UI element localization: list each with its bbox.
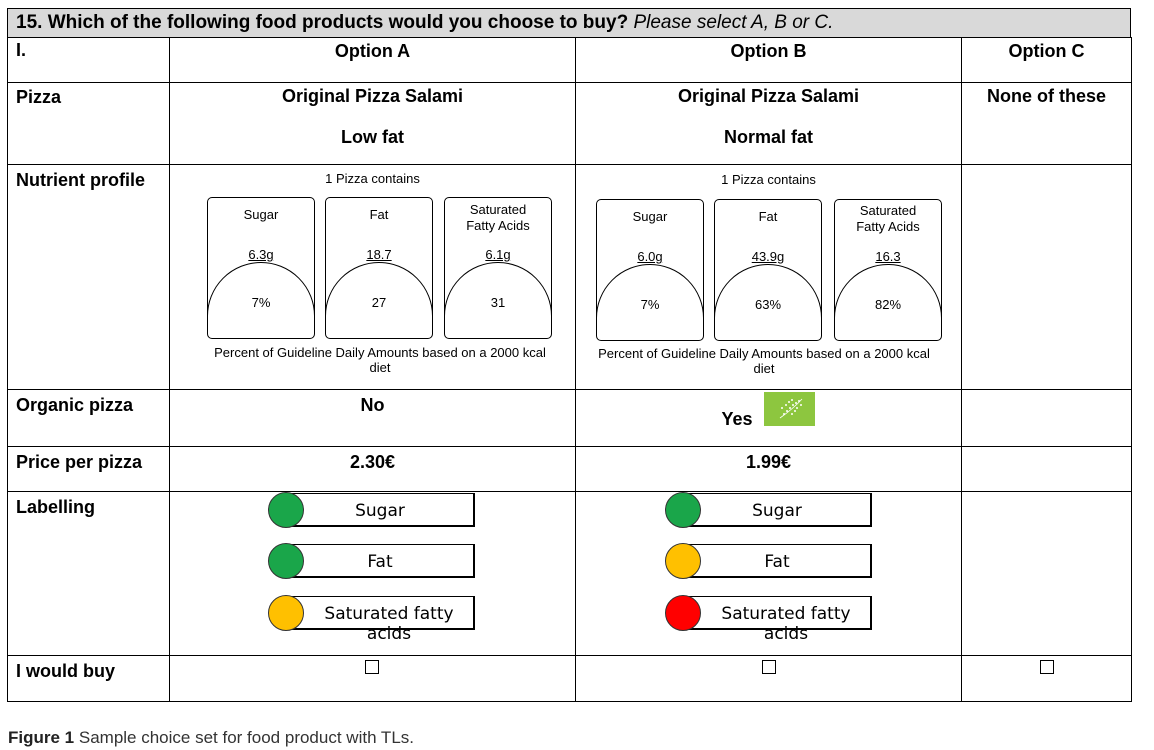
option-a-contains: 1 Pizza contains — [325, 171, 420, 186]
figure-caption: Figure 1 Sample choice set for food prod… — [8, 728, 414, 748]
gda-percent: 82% — [874, 297, 902, 312]
row-label-nutrient-profile: Nutrient profile — [16, 170, 145, 190]
option-b-organic: Yes — [721, 409, 753, 429]
gda-percent: 7% — [251, 295, 271, 310]
option-a-buy-checkbox[interactable] — [365, 660, 379, 674]
traffic-light-text: Saturated fatty acids — [324, 604, 454, 644]
question-instruction: Please select A, B or C. — [633, 12, 834, 33]
row-label-would-buy: I would buy — [16, 661, 115, 681]
option-a-price: 2.30€ — [349, 452, 396, 472]
traffic-light-text: Sugar — [752, 501, 802, 521]
traffic-light-text: Fat — [367, 552, 393, 572]
traffic-light-dot — [268, 492, 304, 528]
traffic-light-label: Sugar — [286, 493, 475, 527]
traffic-light-label: Saturated fatty acids — [683, 596, 872, 644]
option-b-gda-note: Percent of Guideline Daily Amounts based… — [598, 346, 930, 376]
gda-percent: 63% — [754, 297, 782, 312]
question-text: 15. Which of the following food products… — [16, 12, 629, 33]
row-label-labelling: Labelling — [16, 497, 96, 517]
gda-name: Saturated Fatty Acids — [466, 202, 530, 233]
gda-arch — [445, 262, 551, 338]
option-a-gda-fat: Fat 18.7 27 — [325, 197, 433, 339]
option-b-fat-variant: Normal fat — [723, 127, 813, 147]
gda-percent: 7% — [640, 297, 660, 312]
option-a-gda-saturated: Saturated Fatty Acids 6.1g 31 — [444, 197, 552, 339]
eu-organic-leaf-icon — [764, 392, 815, 426]
gda-name: Sugar — [632, 209, 668, 224]
option-b-gda-fat: Fat 43.9g 63% — [714, 199, 822, 341]
option-b-contains: 1 Pizza contains — [721, 172, 816, 187]
figure-label: Figure 1 — [8, 728, 75, 747]
option-a-gda-sugar: Sugar 6.3g 7% — [207, 197, 315, 339]
choice-set-label: I. — [16, 40, 27, 60]
gda-amount: 18.7 — [366, 247, 392, 262]
traffic-light-dot — [268, 543, 304, 579]
option-a-product: Original Pizza Salami — [281, 86, 464, 106]
traffic-light-text: Fat — [764, 552, 790, 572]
traffic-light-label: Fat — [286, 544, 475, 578]
option-c-header: Option C — [1008, 41, 1085, 61]
gda-arch — [715, 264, 821, 340]
gda-amount: 6.1g — [485, 247, 511, 262]
traffic-light-label: Saturated fatty acids — [286, 596, 475, 644]
option-b-product: Original Pizza Salami — [677, 86, 860, 106]
traffic-light-label: Fat — [683, 544, 872, 578]
gda-percent: 31 — [490, 295, 506, 310]
gda-amount: 43.9g — [751, 249, 785, 264]
traffic-light-text: Saturated fatty acids — [721, 604, 851, 644]
gda-name: Saturated Fatty Acids — [856, 203, 920, 234]
traffic-light-dot — [665, 543, 701, 579]
gda-arch — [208, 262, 314, 338]
option-a-fat-variant: Low fat — [341, 127, 404, 147]
traffic-light-dot — [268, 595, 304, 631]
gda-amount: 16.3 — [875, 249, 901, 264]
option-b-gda-saturated: Saturated Fatty Acids 16.3 82% — [834, 199, 942, 341]
gda-arch — [597, 264, 703, 340]
option-a-header: Option A — [334, 41, 411, 61]
option-b-buy-checkbox[interactable] — [762, 660, 776, 674]
gda-name: Sugar — [243, 207, 279, 222]
gda-arch — [326, 262, 432, 338]
gda-amount: 6.3g — [248, 247, 274, 262]
row-label-price: Price per pizza — [16, 452, 143, 472]
option-a-organic: No — [360, 395, 385, 415]
gda-name: Fat — [758, 209, 778, 224]
question-header: 15. Which of the following food products… — [7, 8, 1131, 38]
gda-arch — [835, 264, 941, 340]
gda-name: Fat — [369, 207, 389, 222]
traffic-light-dot — [665, 595, 701, 631]
gda-percent: 27 — [371, 295, 387, 310]
traffic-light-label: Sugar — [683, 493, 872, 527]
traffic-light-dot — [665, 492, 701, 528]
row-label-pizza: Pizza — [16, 87, 62, 107]
gda-amount: 6.0g — [637, 249, 663, 264]
option-b-header: Option B — [730, 41, 807, 61]
option-a-gda-note: Percent of Guideline Daily Amounts based… — [214, 345, 546, 375]
figure-caption-text: Sample choice set for food product with … — [78, 728, 414, 747]
option-c-buy-checkbox[interactable] — [1040, 660, 1054, 674]
row-label-organic: Organic pizza — [16, 395, 134, 415]
option-b-gda-sugar: Sugar 6.0g 7% — [596, 199, 704, 341]
option-c-product: None of these — [986, 86, 1106, 106]
traffic-light-text: Sugar — [355, 501, 405, 521]
option-b-price: 1.99€ — [745, 452, 792, 472]
